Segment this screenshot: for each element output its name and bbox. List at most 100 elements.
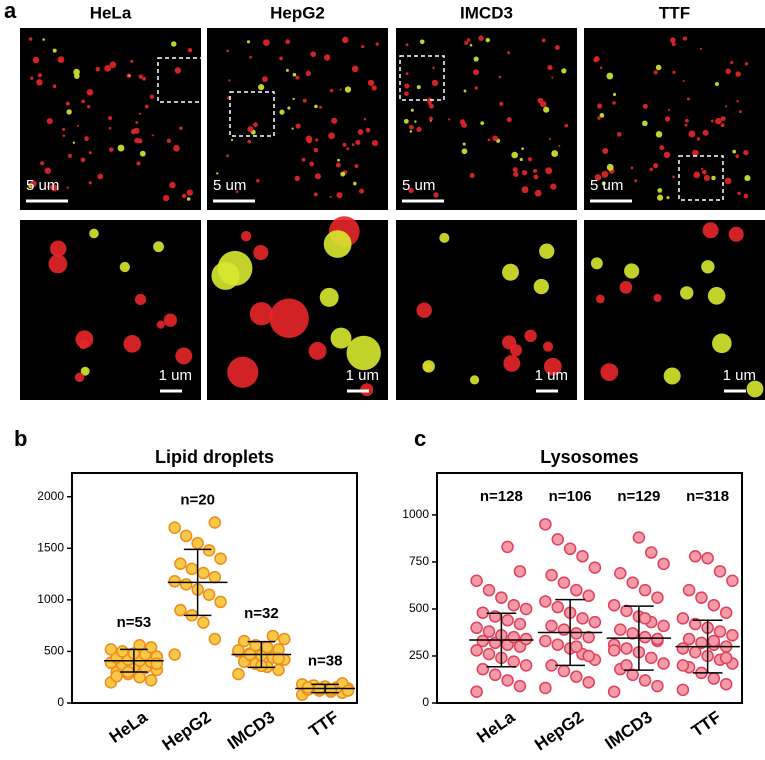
data-point xyxy=(588,561,602,574)
particle xyxy=(78,339,89,350)
data-point xyxy=(519,602,533,616)
particle xyxy=(30,180,37,188)
data-point xyxy=(576,550,589,563)
n-label: n=32 xyxy=(244,605,279,622)
particle xyxy=(670,37,676,44)
data-point xyxy=(626,627,639,640)
particle xyxy=(422,360,435,373)
data-point xyxy=(179,529,193,543)
particle xyxy=(688,130,696,138)
particle xyxy=(156,320,165,329)
particle xyxy=(371,85,377,91)
particle xyxy=(149,94,155,99)
data-point xyxy=(570,640,583,653)
particle xyxy=(287,106,291,110)
data-point xyxy=(545,568,558,582)
data-point xyxy=(719,606,733,619)
particle xyxy=(503,354,521,372)
particle xyxy=(77,124,80,127)
panel-label: b xyxy=(14,426,27,451)
data-point xyxy=(726,629,739,642)
particle xyxy=(686,97,690,101)
particle xyxy=(732,149,737,154)
particle xyxy=(534,189,542,197)
particle xyxy=(601,181,606,186)
particle xyxy=(703,174,710,182)
particle xyxy=(163,313,178,327)
particle xyxy=(117,144,125,152)
data-point xyxy=(551,533,564,546)
particle xyxy=(474,86,478,90)
data-point xyxy=(150,657,164,671)
particle xyxy=(499,101,504,106)
particle xyxy=(175,347,193,365)
data-point xyxy=(179,578,193,591)
particle xyxy=(324,54,331,61)
data-point xyxy=(607,598,621,612)
particle xyxy=(542,341,554,352)
particle xyxy=(295,75,300,80)
particle xyxy=(246,40,251,44)
particle xyxy=(543,357,562,376)
particle xyxy=(50,240,67,257)
particle xyxy=(728,226,744,242)
data-point xyxy=(695,591,708,604)
particle xyxy=(537,97,544,104)
particle xyxy=(737,191,741,196)
data-point xyxy=(208,516,222,529)
data-point xyxy=(557,576,571,589)
particle xyxy=(351,143,355,147)
particle xyxy=(561,68,567,74)
particle xyxy=(80,366,90,376)
particle xyxy=(487,138,491,142)
particle xyxy=(653,70,658,75)
particle xyxy=(600,363,619,382)
data-point xyxy=(719,677,733,691)
data-point xyxy=(645,546,658,559)
particle xyxy=(724,105,728,108)
particle xyxy=(439,232,450,243)
data-point xyxy=(341,684,355,697)
data-point xyxy=(638,612,652,625)
particle xyxy=(606,72,614,80)
particle xyxy=(134,137,140,144)
particle xyxy=(88,151,92,155)
particle xyxy=(502,335,517,350)
data-point xyxy=(638,583,652,597)
particle xyxy=(558,145,561,148)
particle xyxy=(597,116,601,120)
particle xyxy=(84,136,89,142)
particle xyxy=(715,117,722,125)
particle xyxy=(323,230,352,258)
particle xyxy=(179,126,183,131)
panel-label: a xyxy=(4,0,17,23)
chart-title: Lysosomes xyxy=(540,447,638,467)
data-point xyxy=(191,536,204,550)
particle xyxy=(291,127,294,130)
particle xyxy=(329,88,334,93)
particle xyxy=(405,43,409,47)
particle xyxy=(162,194,170,202)
particle xyxy=(330,327,352,349)
particle xyxy=(619,281,633,294)
data-point xyxy=(557,664,571,678)
data-point xyxy=(620,604,633,618)
particle xyxy=(720,116,726,121)
particle xyxy=(29,76,34,80)
data-point xyxy=(214,552,227,565)
particle xyxy=(414,120,417,123)
data-point xyxy=(657,619,670,633)
x-tick-label: HeLa xyxy=(106,707,151,747)
particle xyxy=(469,375,480,385)
data-point xyxy=(582,676,595,689)
y-tick-label: 750 xyxy=(409,554,429,568)
particle xyxy=(547,64,553,71)
data-point xyxy=(676,642,690,655)
particle xyxy=(594,174,602,181)
data-point xyxy=(470,621,483,635)
particle xyxy=(696,137,701,141)
particle xyxy=(502,263,519,281)
particle xyxy=(353,181,357,186)
n-label: n=106 xyxy=(549,488,592,505)
particle xyxy=(142,76,147,81)
